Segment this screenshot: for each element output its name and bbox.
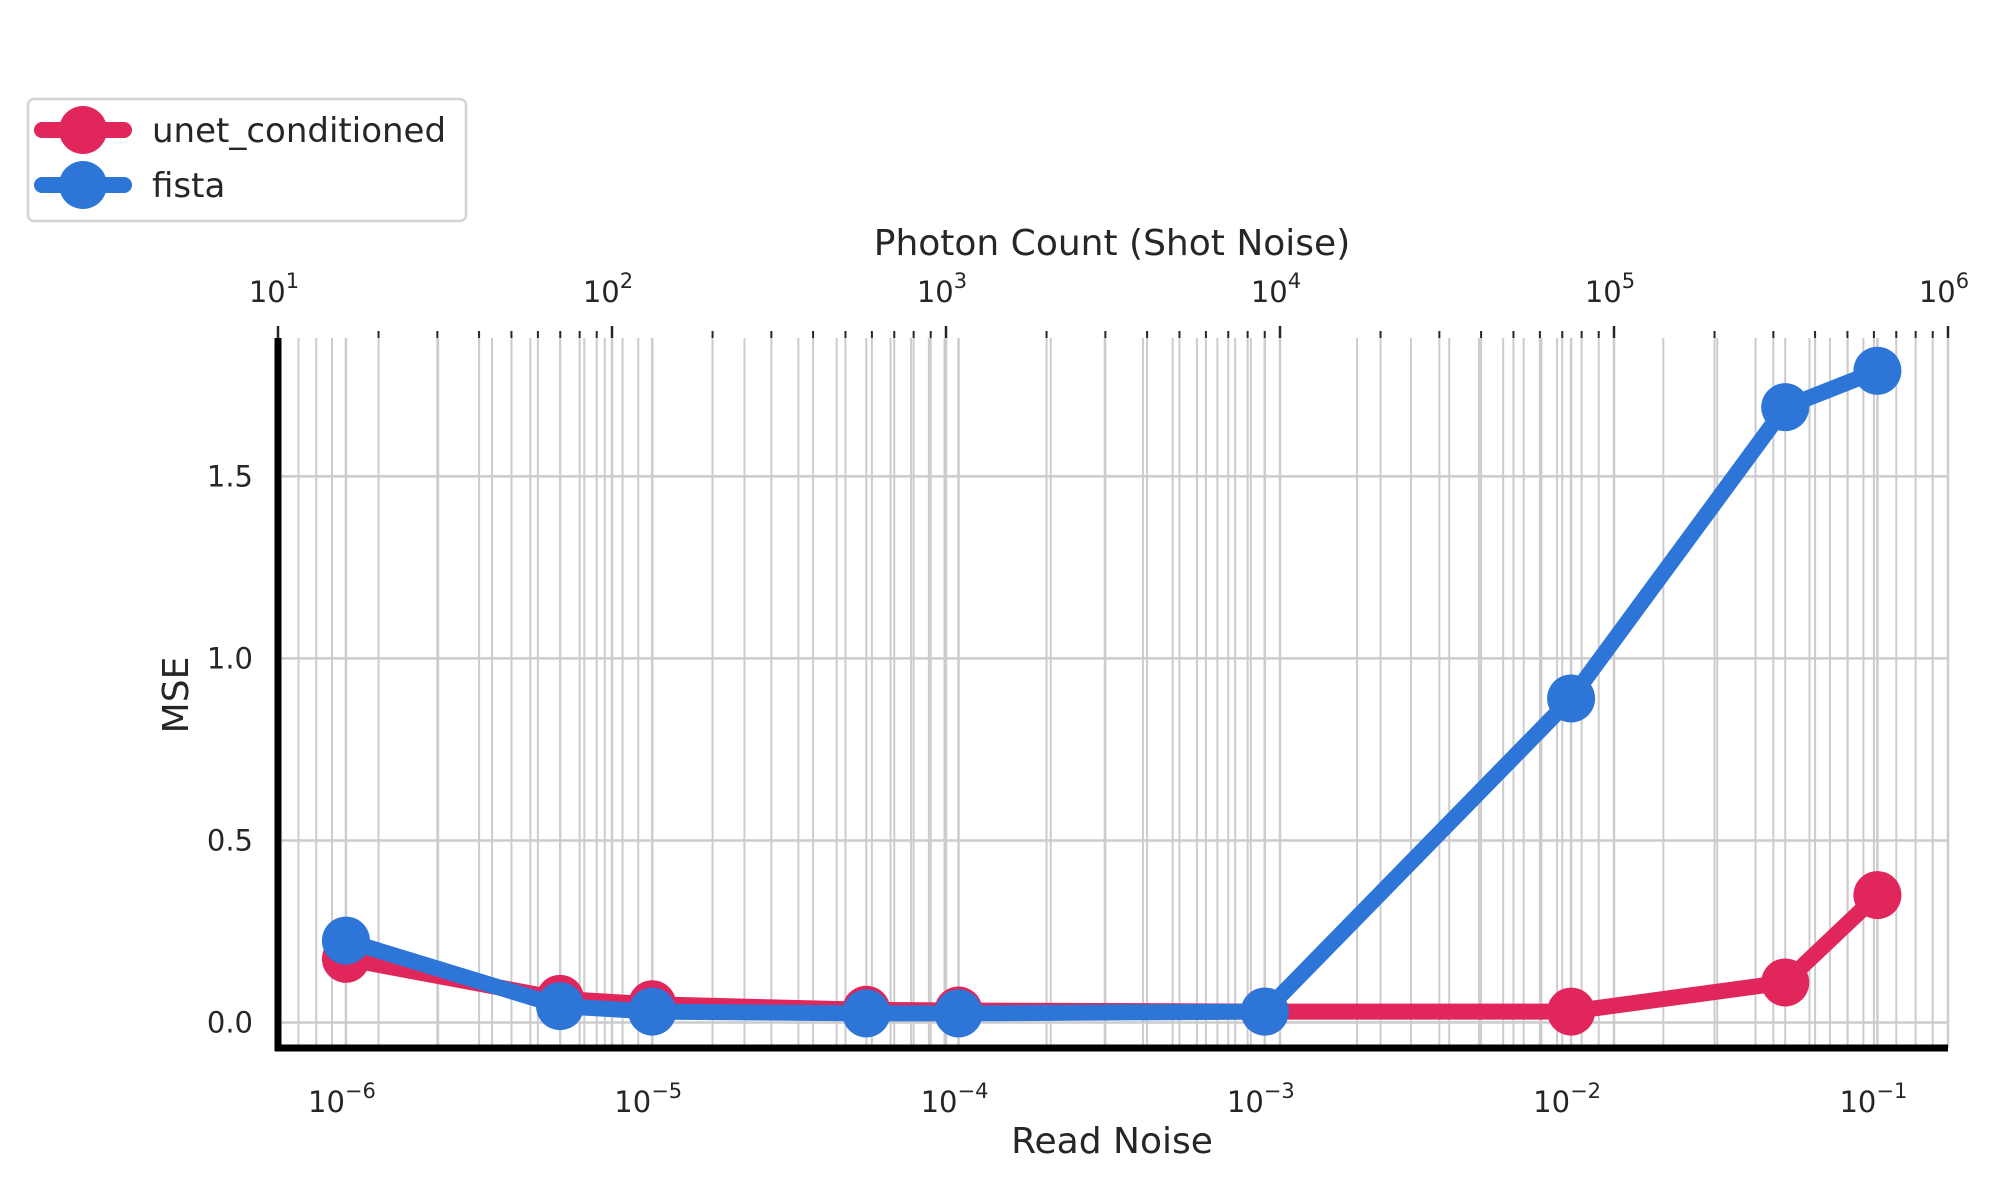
data-point-unet-conditioned (1547, 987, 1596, 1036)
data-point-fista (1240, 987, 1289, 1036)
data-point-unet-conditioned (1761, 958, 1810, 1007)
top-tick-label: 102 (583, 269, 633, 309)
y-tick-label: 0.5 (207, 823, 253, 857)
x-axis-label: Read Noise (1011, 1121, 1213, 1162)
x-tick-label: 10−5 (614, 1079, 682, 1119)
series-line-fista (337, 362, 1886, 1022)
y-axis-label: MSE (156, 657, 197, 734)
data-point-fista (1761, 383, 1810, 432)
top-tick-label: 106 (1919, 269, 1969, 309)
data-point-unet-conditioned (1853, 871, 1902, 920)
y-tick-label: 1.0 (207, 641, 253, 675)
top-tick-label: 104 (1251, 269, 1301, 309)
x-tick-label: 10−2 (1533, 1079, 1601, 1119)
x-tick-label: 10−3 (1227, 1079, 1295, 1119)
legend-swatch-marker-unet-conditioned (59, 106, 107, 154)
x-tick-label: 10−6 (308, 1079, 376, 1119)
data-point-fista (536, 982, 585, 1031)
legend-swatch-marker-fista (59, 161, 107, 209)
y-tick-label: 1.5 (207, 459, 253, 493)
top-tick-label: 101 (249, 269, 299, 309)
top-tick-label: 103 (917, 269, 967, 309)
y-tick-label: 0.0 (207, 1006, 253, 1040)
legend-label-unet-conditioned: unet_conditioned (152, 111, 446, 151)
data-point-fista (842, 989, 891, 1038)
legend-label-fista: fista (152, 166, 225, 206)
top-tick-label: 105 (1585, 269, 1635, 309)
data-point-fista (1547, 674, 1596, 723)
data-point-fista (628, 987, 677, 1036)
data-point-fista (1853, 346, 1902, 395)
data-point-fista (934, 989, 983, 1038)
legend-frame (26, 97, 468, 223)
x-tick-label: 10−1 (1839, 1079, 1907, 1119)
top-axis-label: Photon Count (Shot Noise) (874, 223, 1351, 264)
x-tick-label: 10−4 (921, 1079, 989, 1119)
data-point-fista (321, 916, 370, 965)
